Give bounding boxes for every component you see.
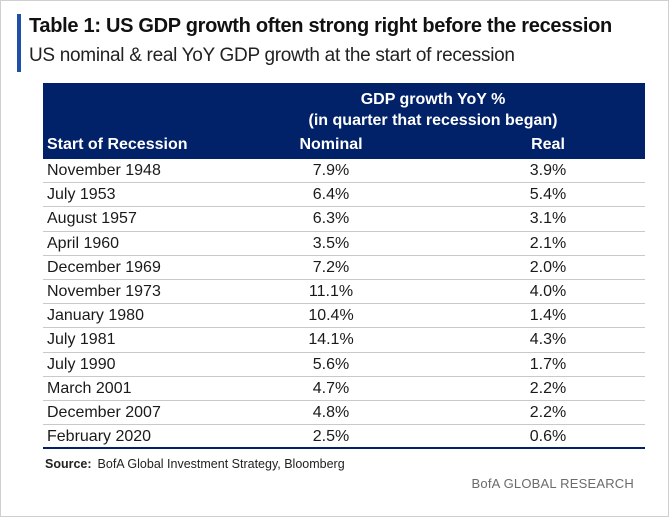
cell-nominal: 4.8% <box>312 403 350 421</box>
header-group-label: GDP growth YoY % (in quarter that recess… <box>273 89 593 131</box>
table-body: November 1948 7.9% 3.9% July 1953 6.4% 5.4% Au… <box>43 159 645 450</box>
cell-nominal: 10.4% <box>308 307 354 325</box>
table-row: April 1960 3.5% 2.1% <box>43 232 645 256</box>
table-row: January 1980 10.4% 1.4% <box>43 304 645 329</box>
header-group-line2: (in quarter that recession began) <box>308 112 558 129</box>
cell-start-of-recession: March 2001 <box>47 379 132 397</box>
cell-start-of-recession: July 1981 <box>47 331 116 349</box>
cell-start-of-recession: August 1957 <box>47 210 137 228</box>
cell-real: 3.1% <box>529 210 567 228</box>
cell-real: 1.4% <box>529 307 567 325</box>
cell-start-of-recession: November 1973 <box>47 282 161 300</box>
cell-real: 2.2% <box>529 379 567 397</box>
header-start-of-recession: Start of Recession <box>47 136 188 153</box>
cell-nominal: 6.4% <box>312 186 350 204</box>
table-row: February 2020 2.5% 0.6% <box>43 425 645 450</box>
cell-start-of-recession: February 2020 <box>47 428 152 446</box>
source-note: Source: BofA Global Investment Strategy, … <box>45 457 345 471</box>
header-group-line1: GDP growth YoY % <box>360 91 506 108</box>
table-row: July 1990 5.6% 1.7% <box>43 353 645 377</box>
table-header: GDP growth YoY % (in quarter that recess… <box>43 83 645 159</box>
table-row: August 1957 6.3% 3.1% <box>43 207 645 232</box>
cell-nominal: 7.9% <box>312 162 350 179</box>
cell-start-of-recession: July 1953 <box>47 186 116 204</box>
cell-real: 4.3% <box>529 331 567 349</box>
cell-nominal: 11.1% <box>308 282 354 300</box>
cell-real: 1.7% <box>529 355 567 373</box>
cell-start-of-recession: January 1980 <box>47 307 144 325</box>
cell-real: 0.6% <box>529 428 567 446</box>
table-row: July 1953 6.4% 5.4% <box>43 183 645 208</box>
table-subtitle: US nominal & real YoY GDP growth at the … <box>29 45 515 66</box>
header-nominal: Nominal <box>299 136 363 153</box>
cell-start-of-recession: December 2007 <box>47 403 161 421</box>
table-row: December 1969 7.2% 2.0% <box>43 256 645 280</box>
cell-real: 2.2% <box>529 403 567 421</box>
table-row: March 2001 4.7% 2.2% <box>43 377 645 401</box>
source-label: Source: <box>45 457 92 471</box>
cell-nominal: 5.6% <box>312 355 350 373</box>
table-row: November 1973 11.1% 4.0% <box>43 280 645 305</box>
cell-real: 3.9% <box>529 162 567 179</box>
cell-nominal: 7.2% <box>312 258 350 276</box>
cell-start-of-recession: April 1960 <box>47 234 120 252</box>
cell-start-of-recession: November 1948 <box>47 162 161 179</box>
cell-real: 4.0% <box>529 282 567 300</box>
cell-nominal: 4.7% <box>312 379 350 397</box>
cell-real: 2.1% <box>529 234 567 252</box>
cell-nominal: 6.3% <box>312 210 350 228</box>
cell-start-of-recession: December 1969 <box>47 258 161 276</box>
table-title: Table 1: US GDP growth often strong righ… <box>29 15 612 37</box>
cell-nominal: 2.5% <box>312 428 350 446</box>
header-real: Real <box>531 136 565 153</box>
cell-nominal: 14.1% <box>308 331 354 349</box>
cell-start-of-recession: July 1990 <box>47 355 116 373</box>
table-row: July 1981 14.1% 4.3% <box>43 328 645 353</box>
table-row: November 1948 7.9% 3.9% <box>43 159 645 184</box>
table-row: December 2007 4.8% 2.2% <box>43 401 645 426</box>
cell-nominal: 3.5% <box>312 234 350 252</box>
brand-footer: BofA GLOBAL RESEARCH <box>471 476 634 491</box>
cell-real: 2.0% <box>529 258 567 276</box>
cell-real: 5.4% <box>529 186 567 204</box>
accent-bar <box>17 14 21 72</box>
source-text: BofA Global Investment Strategy, Bloombe… <box>97 457 345 471</box>
